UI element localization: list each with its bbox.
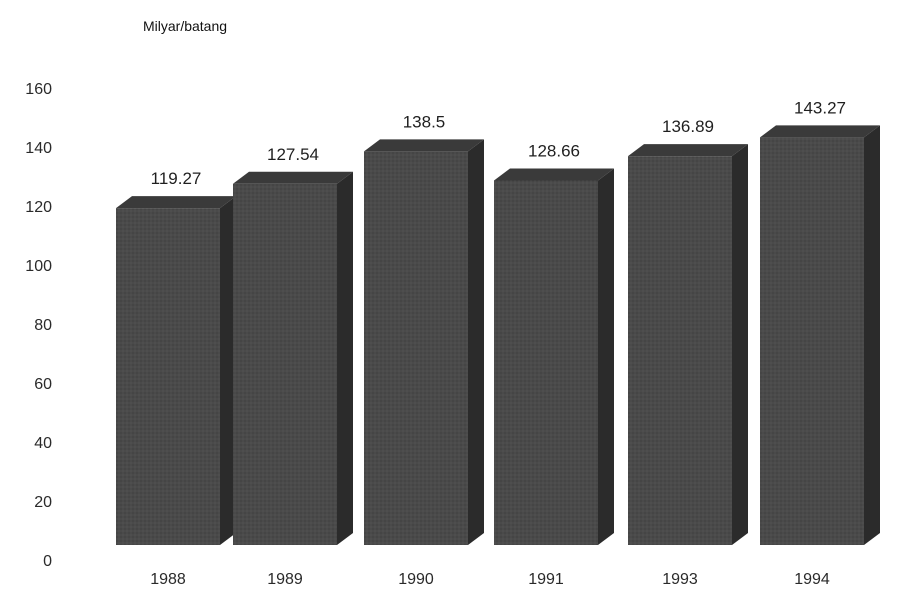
bar-side — [220, 196, 236, 545]
y-tick-label: 80 — [34, 317, 52, 334]
bar-value-label: 127.54 — [267, 145, 319, 164]
bar-top — [494, 168, 614, 181]
bar-side — [598, 168, 614, 545]
bar-1994 — [760, 125, 880, 545]
bar-value-label: 143.27 — [794, 98, 846, 117]
y-tick-label: 160 — [25, 81, 52, 98]
bar-texture — [116, 208, 220, 545]
y-tick-label: 20 — [34, 494, 52, 511]
x-category-label: 1991 — [528, 571, 564, 588]
bar-1990 — [364, 139, 484, 546]
x-category-label: 1994 — [794, 571, 830, 588]
bar-texture — [364, 151, 468, 546]
x-axis-categories: 1988 1989 1990 1991 1993 1994 — [150, 571, 830, 588]
bar-top — [760, 125, 880, 138]
bar-1991 — [494, 168, 614, 545]
x-category-label: 1988 — [150, 571, 186, 588]
bar-top — [116, 196, 236, 209]
y-axis-ticks: 0 20 40 60 80 100 120 140 160 — [25, 81, 52, 570]
y-tick-label: 0 — [43, 553, 52, 570]
bar-side — [468, 139, 484, 546]
x-category-label: 1989 — [267, 571, 303, 588]
bar-1993 — [628, 144, 748, 545]
x-category-label: 1993 — [662, 571, 698, 588]
bar-value-label: 138.5 — [403, 112, 446, 131]
bars-group: 119.27 127.54 138.5 128.66 136.89 143.27 — [116, 98, 880, 546]
bar-value-label: 119.27 — [151, 169, 202, 188]
bar-side — [732, 144, 748, 545]
bar-texture — [760, 137, 864, 545]
y-tick-label: 140 — [25, 140, 52, 157]
bar-1989 — [233, 171, 353, 545]
bar-top — [628, 144, 748, 157]
bar-top — [233, 171, 353, 184]
bar-side — [337, 171, 353, 545]
bar-side — [864, 125, 880, 545]
y-tick-label: 120 — [25, 199, 52, 216]
bar-value-label: 128.66 — [528, 141, 580, 160]
bar-value-label: 136.89 — [662, 117, 714, 136]
bar-top — [364, 139, 484, 152]
y-axis-unit-label: Milyar/batang — [143, 18, 227, 34]
bar-texture — [233, 183, 337, 545]
bar-texture — [494, 180, 598, 545]
y-tick-label: 100 — [25, 258, 52, 275]
y-tick-label: 40 — [34, 435, 52, 452]
y-tick-label: 60 — [34, 376, 52, 393]
bar-texture — [628, 156, 732, 545]
x-category-label: 1990 — [398, 571, 434, 588]
bar-1988 — [116, 196, 236, 545]
